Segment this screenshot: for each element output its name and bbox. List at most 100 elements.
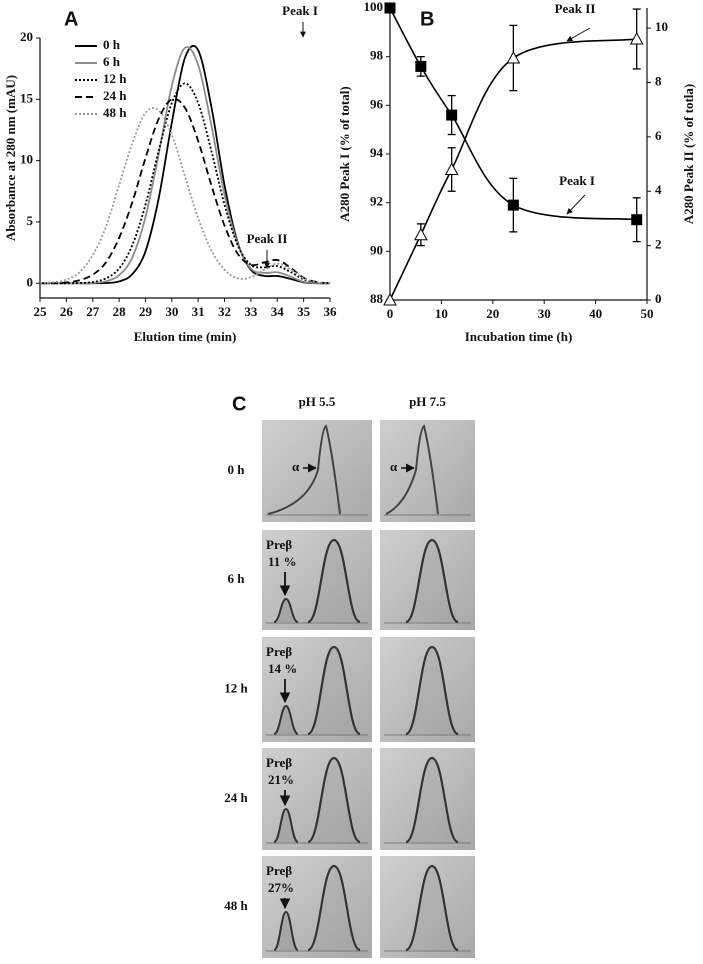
gel-band — [405, 864, 459, 952]
panel-letter: A — [64, 8, 78, 30]
annotation: Peak II — [247, 231, 288, 246]
x-tick-label: 31 — [192, 304, 205, 319]
panel-letter: B — [420, 8, 434, 30]
x-tick-label: 10 — [435, 306, 448, 321]
gel-band — [307, 864, 361, 952]
x-tick-label: 32 — [218, 304, 231, 319]
square-marker — [631, 214, 643, 226]
annotation-arrow — [566, 27, 591, 42]
x-tick-label: 30 — [538, 306, 551, 321]
legend-label: 6 h — [103, 54, 121, 69]
square-marker — [415, 60, 427, 72]
fit-curve — [389, 38, 637, 301]
band-percent: 14 % — [268, 661, 297, 676]
x-tick-label: 40 — [589, 306, 602, 321]
band-label: α — [292, 459, 300, 474]
y2-tick-label: 4 — [655, 182, 662, 197]
triangle-marker — [629, 31, 644, 45]
y-tick-label: 98 — [370, 48, 384, 63]
band-percent: 21% — [268, 772, 294, 787]
gel-band — [385, 424, 439, 515]
elution-curve — [39, 107, 331, 285]
prebeta-band — [273, 910, 299, 951]
band-label: Preβ — [266, 537, 292, 552]
y-tick-label: 94 — [370, 145, 384, 160]
y-axis-label: A280 Peak I (% of total) — [337, 86, 352, 221]
y-tick-label: 0 — [27, 274, 34, 289]
y-tick-label: 92 — [370, 194, 383, 209]
square-marker — [507, 199, 519, 211]
row-label: 6 h — [228, 571, 246, 586]
gel-image — [380, 420, 475, 522]
y-tick-label: 90 — [370, 242, 383, 257]
legend-label: 48 h — [103, 105, 127, 120]
y-tick-label: 96 — [370, 96, 384, 111]
band-label: Preβ — [266, 863, 292, 878]
panel-letter: C — [232, 393, 246, 415]
x-tick-label: 27 — [86, 304, 100, 319]
band-label: Preβ — [266, 644, 292, 659]
prebeta-band — [273, 597, 299, 623]
x-tick-label: 35 — [297, 304, 311, 319]
x-tick-label: 30 — [165, 304, 178, 319]
x-tick-label: 25 — [34, 304, 48, 319]
y-tick-label: 20 — [20, 29, 33, 44]
x-tick-label: 36 — [324, 304, 338, 319]
band-percent: 11 % — [268, 554, 297, 569]
column-header: pH 7.5 — [409, 394, 446, 409]
triangle-marker — [506, 50, 521, 64]
x-tick-label: 20 — [486, 306, 499, 321]
row-label: 24 h — [224, 790, 248, 805]
row-label: 0 h — [228, 462, 246, 477]
y-tick-label: 88 — [370, 291, 384, 306]
column-header: pH 5.5 — [299, 394, 336, 409]
triangle-marker — [444, 162, 459, 175]
x-tick-label: 29 — [139, 304, 153, 319]
y2-tick-label: 6 — [655, 128, 662, 143]
elution-curve — [40, 82, 331, 285]
square-marker — [446, 109, 458, 121]
series-label: Peak I — [559, 173, 595, 188]
x-tick-label: 0 — [387, 306, 394, 321]
gel-band — [405, 756, 459, 844]
legend-label: 12 h — [103, 71, 127, 86]
elution-curve — [40, 44, 331, 285]
y-tick-label: 5 — [27, 213, 34, 228]
y2-axis-label: A280 Peak II (% of totla) — [681, 84, 696, 224]
y-tick-label: 15 — [20, 90, 34, 105]
triangle-marker — [383, 292, 397, 306]
y-tick-label: 100 — [364, 0, 384, 14]
y-axis-label: Absorbance at 280 nm (mAU) — [3, 75, 18, 241]
x-tick-label: 33 — [244, 304, 258, 319]
prebeta-band — [273, 807, 299, 843]
annotation: Peak I — [282, 3, 318, 18]
y2-tick-label: 2 — [655, 237, 662, 252]
x-tick-label: 28 — [113, 304, 127, 319]
legend-label: 24 h — [103, 88, 127, 103]
gel-band — [307, 756, 361, 844]
row-label: 48 h — [224, 898, 248, 913]
x-tick-label: 34 — [271, 304, 285, 319]
x-tick-label: 50 — [641, 306, 654, 321]
annotation-arrow — [566, 194, 586, 215]
gel-band — [307, 645, 361, 736]
triangle-marker — [413, 227, 428, 241]
prebeta-band — [273, 704, 299, 735]
x-axis-label: Incubation time (h) — [465, 329, 573, 344]
y2-tick-label: 10 — [655, 19, 668, 34]
x-tick-label: 26 — [60, 304, 74, 319]
y-tick-label: 10 — [20, 152, 33, 167]
x-axis-label: Elution time (min) — [134, 329, 237, 344]
y2-tick-label: 8 — [655, 73, 662, 88]
y2-tick-label: 0 — [655, 291, 662, 306]
square-marker — [384, 2, 396, 14]
series-label: Peak II — [555, 1, 596, 16]
elution-curve — [39, 97, 331, 285]
band-percent: 27% — [268, 880, 294, 895]
gel-band — [307, 538, 361, 624]
gel-band — [405, 645, 459, 736]
band-label: Preβ — [266, 755, 292, 770]
elution-curve — [40, 46, 331, 285]
gel-band — [267, 424, 341, 515]
